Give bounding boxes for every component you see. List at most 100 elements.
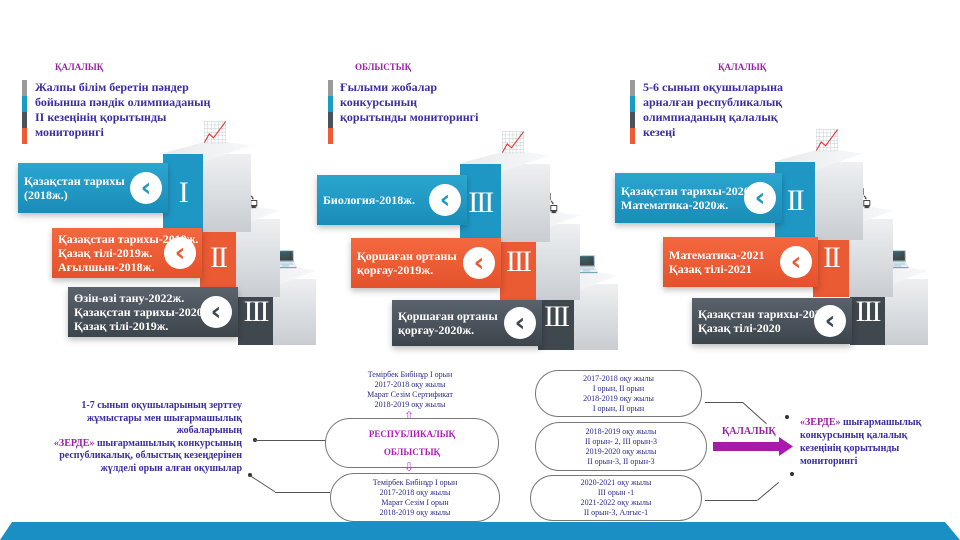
result-line: Темірбек Бибінұр І орын xyxy=(367,370,453,379)
step-line: Қазақстан тарихы-2020ж. xyxy=(621,184,762,198)
chevron-left-icon[interactable]: ‹ xyxy=(429,184,461,216)
chevron-left-icon[interactable]: ‹ xyxy=(200,296,232,328)
level-oblys: ОБЛЫСТЫҚ xyxy=(383,447,441,457)
step-line: Қазақ тілі-2020 xyxy=(698,321,781,335)
city-result-capsule: 2020-2021 оқу жылы ІІІ орын -1 2021-2022 о… xyxy=(530,475,702,521)
panel-title-line: 5-6 сынып оқушыларына xyxy=(643,80,783,94)
zerde-left-line: жүлделі орын алған оқушылар xyxy=(100,462,242,474)
chevron-left-icon[interactable]: ‹ xyxy=(814,305,846,337)
step-banner[interactable]: Биология-2018ж. ‹ xyxy=(317,175,467,225)
step-banner[interactable]: Қоршаған ортаны қорғау-2019ж. ‹ xyxy=(351,238,501,288)
result-line: 2017-2018 оқу жылы xyxy=(379,487,451,497)
step-line: Қазақ тілі-2019ж. xyxy=(58,246,153,260)
city-label: ҚАЛАЛЫҚ xyxy=(722,426,776,437)
chart-icon: 📈 xyxy=(202,120,228,144)
zerde-right-line: кезеңінің қорытынды xyxy=(800,443,900,454)
step-banner[interactable]: Қоршаған ортаны қорғау-2020ж. ‹ xyxy=(392,300,542,346)
step-roman: II xyxy=(200,219,236,297)
result-line: 2019-2020 оқу жылы xyxy=(585,446,657,456)
chart-icon: 📈 xyxy=(814,128,840,152)
step-line: Қазақстан тарихы xyxy=(24,174,125,188)
chevron-left-icon[interactable]: ‹ xyxy=(164,237,196,269)
connector-dot xyxy=(785,415,789,419)
step-line: (2018ж.) xyxy=(24,188,68,202)
connector-dot xyxy=(790,472,794,476)
chevron-left-icon[interactable]: ‹ xyxy=(744,182,776,214)
panel-title-line: Ғылыми жобалар xyxy=(340,80,438,94)
panel-title-line: олимпиаданың қалалық xyxy=(643,110,778,124)
result-line: 2017-2018 оқу жылы xyxy=(374,380,446,389)
connector-line xyxy=(705,500,757,501)
step-line: қорғау-2020ж. xyxy=(398,323,475,337)
step-line: Қазақ тілі-2021 xyxy=(669,262,752,276)
result-line: Марат Сезім Сертификат xyxy=(367,390,453,399)
result-line: 2017-2018 оқу жылы xyxy=(583,373,654,383)
step-banner[interactable]: Өзін-өзі тану-2022ж. Қазақстан тарихы-202… xyxy=(68,287,238,337)
step-cube: I xyxy=(163,140,251,232)
step-line: Математика-2021 xyxy=(669,248,765,262)
result-line: ІІ орын- 2, ІІІ орын-3 xyxy=(585,436,657,446)
step-cube: II xyxy=(200,205,280,297)
step-line: Қоршаған ортаны xyxy=(398,309,498,323)
panel-header: ОБЛЫСТЫҚ xyxy=(355,62,412,72)
panel-title: Ғылыми жобалар конкурсының қорытынды монит… xyxy=(340,80,478,125)
step-roman: I xyxy=(163,154,203,232)
step-banner[interactable]: Қазақстан тарихы (2018ж.) ‹ xyxy=(18,163,168,213)
panel-header: ҚАЛАЛЫҚ xyxy=(55,62,104,72)
republic-results: Темірбек Бибінұр І орын 2017-2018 оқу жы… xyxy=(350,370,470,410)
step-banner[interactable]: Қазақстан тарихы-2020ж. Математика-2020ж.… xyxy=(615,173,782,223)
panel-title-line: конкурсының xyxy=(340,95,417,109)
zerde-right-line: мониторингі xyxy=(800,456,858,467)
chevron-left-icon[interactable]: ‹ xyxy=(463,247,495,279)
chart-icon: 📈 xyxy=(500,130,526,154)
zerde-left-line: шығармашылық конкурсының xyxy=(96,437,242,449)
panel-title-line: ІІ кезеңінің қорытынды xyxy=(35,110,167,124)
step-line: қорғау-2019ж. xyxy=(357,263,434,277)
result-line: ІІ орын-3, Алғыс-1 xyxy=(583,508,649,517)
zerde-left-text: 1-7 сынып оқушыларының зерттеу жұмыстары… xyxy=(30,400,242,475)
zerde-highlight: «ЗЕРДЕ» xyxy=(53,437,95,449)
connector-line xyxy=(757,482,780,501)
step-banner[interactable]: Қазақстан тарихы-2021 Қазақ тілі-2020 ‹ xyxy=(692,298,852,344)
footer-bar xyxy=(0,522,960,540)
panel-title-line: мониторингі xyxy=(35,125,104,139)
legend-bars xyxy=(328,80,333,144)
result-line: ІІІ орын -1 xyxy=(597,488,635,497)
zerde-left-line: жұмыстары мен шығармашылық xyxy=(86,412,242,424)
panel-title-line: бойынша пәндік олимпиаданың xyxy=(35,95,211,109)
step-cube: III xyxy=(460,150,550,242)
panel-title-line: Жалпы білім беретін пәндер xyxy=(35,80,189,94)
step-line: Қазақстан тарихы-2020ж. xyxy=(74,305,215,319)
panel-title: 5-6 сынып оқушыларына арналған республика… xyxy=(643,80,783,140)
chevron-left-icon[interactable]: ‹ xyxy=(504,307,536,339)
result-line: 2018-2019 оқу жылы xyxy=(374,400,446,409)
step-line: Қазақ тілі-2019ж. xyxy=(74,319,169,333)
step-banner[interactable]: Математика-2021 Қазақ тілі-2021 ‹ xyxy=(663,237,818,287)
step-banner[interactable]: Қазақстан тарихы-2019ж. Қазақ тілі-2019ж.… xyxy=(52,228,202,278)
zerde-left-line: жобаларының xyxy=(176,425,242,436)
zerde-right-text: «ЗЕРДЕ» шығармашылық конкурсының қалалық… xyxy=(800,416,960,468)
zerde-left-line: республикалық, облыстық кезеңдерінен xyxy=(59,450,242,461)
panel-title: Жалпы білім беретін пәндер бойынша пәндік… xyxy=(35,80,210,140)
result-line: І орын, ІІ орын xyxy=(592,383,645,393)
chevron-left-icon[interactable]: ‹ xyxy=(130,172,162,204)
result-line: 2020-2021 оқу жылы xyxy=(580,478,652,487)
panel-title-line: қорытынды мониторингі xyxy=(340,110,479,124)
zerde-left-line: 1-7 сынып оқушыларының зерттеу xyxy=(81,400,242,411)
result-line: ІІ орын-3, ІІ орын-3 xyxy=(587,456,655,466)
zerde-right-line: конкурсының қалалық xyxy=(800,430,908,441)
connector-line xyxy=(705,402,743,403)
result-line: Темірбек Бибінұр І орын xyxy=(372,477,458,487)
connector-line xyxy=(249,475,276,493)
result-line: Марат Сезім І орын xyxy=(381,497,449,507)
chevron-left-icon[interactable]: ‹ xyxy=(780,246,812,278)
city-result-capsule: 2017-2018 оқу жылы І орын, ІІ орын 2018-20… xyxy=(535,370,702,417)
result-line: 2018-2019 оқу жылы xyxy=(583,393,654,403)
result-line: І орын, ІІ орын xyxy=(592,403,645,413)
panel-header: ҚАЛАЛЫҚ xyxy=(718,62,767,72)
zerde-right-line: шығармашылық xyxy=(843,417,922,428)
arrow-down-icon: ⇩ xyxy=(404,460,415,474)
result-line: 2018-2019 оқу жылы xyxy=(585,426,657,436)
arrow-right-icon xyxy=(713,437,793,456)
panel-title-line: кезеңі xyxy=(643,125,676,139)
